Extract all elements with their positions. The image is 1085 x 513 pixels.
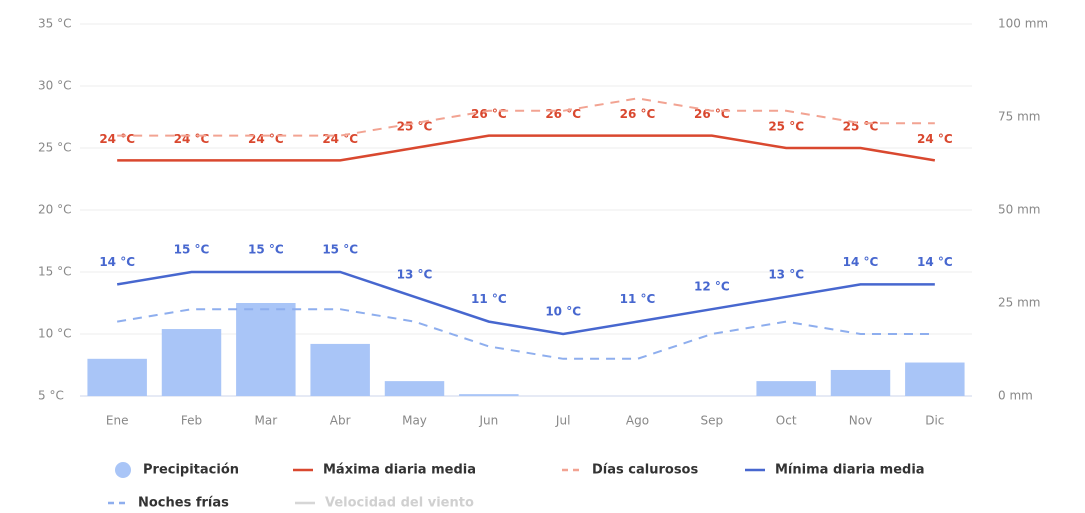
precipitation-bar [830, 369, 891, 396]
data-label: 11 °C [620, 292, 656, 306]
y-tick-label: 15 °C [38, 265, 71, 279]
legend-label[interactable]: Velocidad del viento [325, 496, 474, 511]
data-label: 25 °C [397, 120, 433, 134]
x-tick-label: Oct [776, 414, 797, 428]
data-label: 26 °C [694, 107, 730, 121]
line [117, 134, 936, 162]
data-label: 15 °C [174, 243, 210, 257]
line [116, 270, 935, 336]
precipitation-bar [236, 303, 296, 396]
x-tick-label: Abr [330, 414, 351, 428]
x-tick-label: Jun [478, 414, 498, 428]
legend-label[interactable]: Precipitación [143, 463, 239, 478]
data-label: 14 °C [99, 255, 135, 269]
y-tick-label: 25 °C [38, 141, 71, 155]
line [117, 97, 935, 137]
precipitation-bar [459, 394, 519, 396]
precipitation-bar [905, 362, 965, 396]
line [117, 308, 935, 360]
x-tick-label: Ene [106, 414, 129, 428]
x-tick-label: Dic [925, 414, 944, 428]
data-label: 24 °C [917, 132, 953, 146]
y-tick-label: 5 °C [38, 389, 64, 403]
y2-tick-label: 0 mm [998, 389, 1033, 403]
y2-tick-label: 25 mm [998, 296, 1040, 310]
y2-tick-label: 75 mm [998, 110, 1040, 124]
y2-tick-label: 100 mm [998, 17, 1048, 31]
y-tick-label: 20 °C [38, 203, 71, 217]
data-label: 24 °C [99, 132, 135, 146]
x-tick-label: Sep [701, 414, 724, 428]
legend-label[interactable]: Días calurosos [592, 463, 698, 478]
x-tick-label: Mar [255, 414, 278, 428]
y-tick-label: 30 °C [38, 79, 71, 93]
precipitation-bar [384, 381, 445, 396]
data-label: 24 °C [174, 132, 210, 146]
data-label: 12 °C [694, 280, 730, 294]
data-label: 26 °C [620, 107, 656, 121]
x-tick-label: Feb [181, 414, 202, 428]
data-label: 14 °C [917, 255, 953, 269]
data-label: 25 °C [768, 120, 804, 134]
legend-label[interactable]: Mínima diaria media [775, 463, 925, 478]
x-tick-label: May [402, 414, 427, 428]
legend-label[interactable]: Noches frías [138, 496, 229, 511]
data-label: 26 °C [545, 107, 581, 121]
data-label: 24 °C [322, 132, 358, 146]
data-label: 13 °C [768, 267, 804, 281]
precipitation-bar [87, 358, 147, 396]
data-label: 14 °C [843, 255, 879, 269]
data-label: 10 °C [545, 305, 581, 319]
x-tick-label: Ago [626, 414, 649, 428]
precipitation-bar [161, 329, 222, 396]
x-tick-label: Jul [555, 414, 570, 428]
data-label: 15 °C [248, 243, 284, 257]
y-tick-label: 10 °C [38, 327, 71, 341]
precipitation-bar [756, 381, 816, 396]
data-label: 11 °C [471, 292, 507, 306]
y-tick-label: 35 °C [38, 17, 71, 31]
x-tick-label: Nov [849, 414, 872, 428]
precipitation-bar [310, 343, 370, 396]
data-label: 24 °C [248, 132, 284, 146]
legend-symbol [115, 462, 131, 478]
data-label: 25 °C [843, 120, 879, 134]
data-label: 26 °C [471, 107, 507, 121]
y2-tick-label: 50 mm [998, 203, 1040, 217]
legend-label[interactable]: Máxima diaria media [323, 463, 476, 478]
data-label: 13 °C [397, 267, 433, 281]
data-label: 15 °C [322, 243, 358, 257]
